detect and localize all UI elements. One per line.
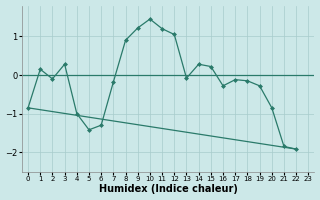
X-axis label: Humidex (Indice chaleur): Humidex (Indice chaleur) (99, 184, 238, 194)
